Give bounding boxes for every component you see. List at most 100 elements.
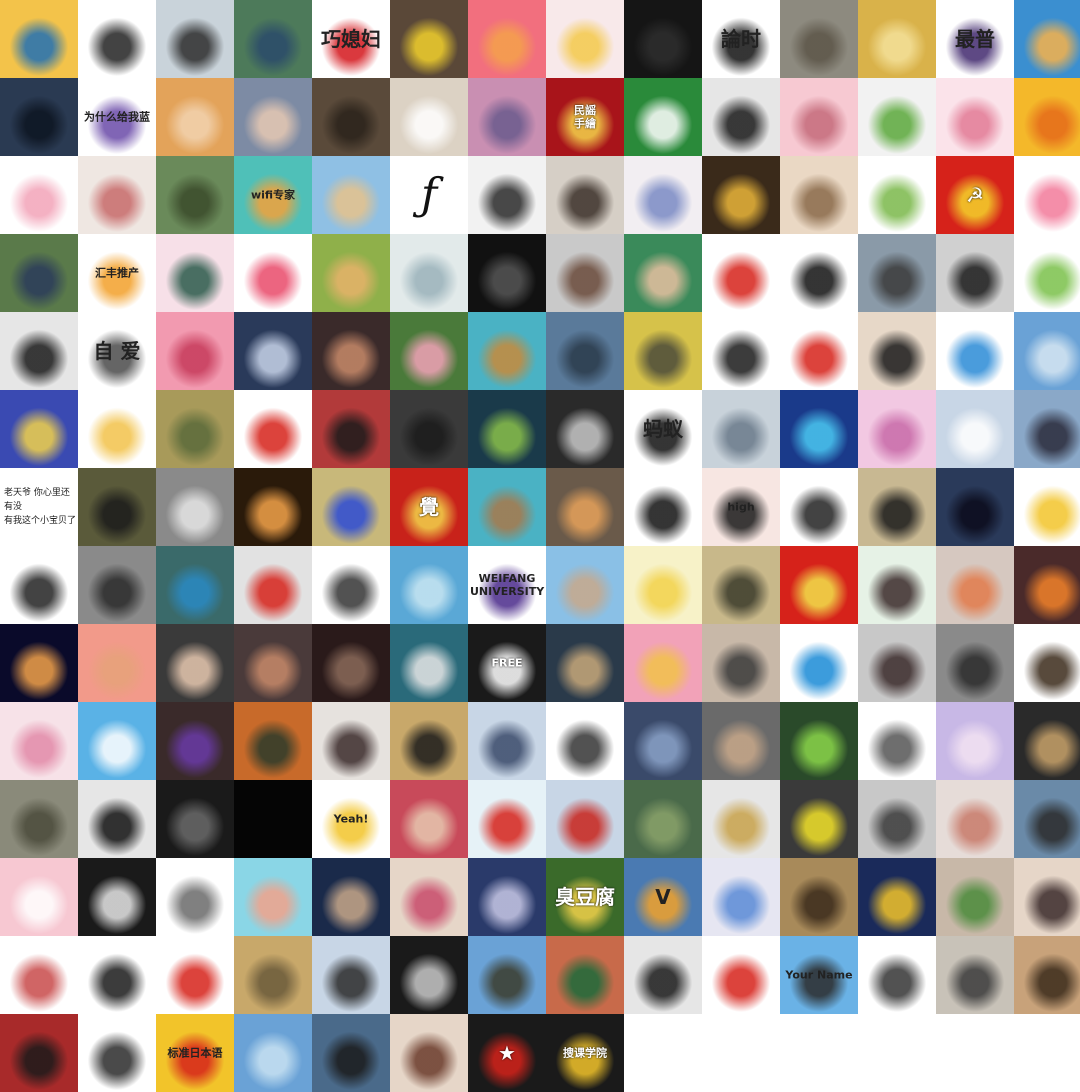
avatar-man-glasses-sketch[interactable] xyxy=(78,936,156,1014)
avatar-anime-purple-hair[interactable]: 为什么给我蓝 xyxy=(78,78,156,156)
avatar-anime-boy-scarf[interactable] xyxy=(468,702,546,780)
avatar-bare-back-bw[interactable] xyxy=(858,780,936,858)
avatar-default-profile[interactable] xyxy=(78,702,156,780)
avatar-moomin-sketch[interactable] xyxy=(390,78,468,156)
avatar-pink-anime-girl[interactable] xyxy=(858,390,936,468)
avatar-scottish-fold-cat[interactable] xyxy=(156,78,234,156)
avatar-pink-pig-cartoon[interactable] xyxy=(0,156,78,234)
avatar-qiaomama-logo[interactable]: 巧媳妇 xyxy=(312,0,390,78)
avatar-faded-drawing[interactable] xyxy=(390,234,468,312)
avatar-girl-glasses-drawing[interactable] xyxy=(624,156,702,234)
avatar-japanese-book[interactable]: 标准日本语 xyxy=(156,1014,234,1092)
avatar-aang-glow[interactable] xyxy=(780,390,858,468)
avatar-harbor-woman[interactable] xyxy=(156,0,234,78)
avatar-crayon-shin-chan[interactable] xyxy=(468,780,546,858)
avatar-baby-green[interactable] xyxy=(936,858,1014,936)
avatar-cliff-landscape[interactable] xyxy=(234,0,312,78)
avatar-graduation[interactable] xyxy=(78,468,156,546)
avatar-smiley-face[interactable] xyxy=(1014,468,1080,546)
avatar-green-umbrella[interactable] xyxy=(624,234,702,312)
avatar-minion-toy[interactable] xyxy=(390,0,468,78)
avatar-bath-cartoon[interactable] xyxy=(234,858,312,936)
avatar-man-suit[interactable] xyxy=(624,0,702,78)
avatar-woman-blur[interactable] xyxy=(234,624,312,702)
avatar-anime-girl-cap[interactable] xyxy=(624,624,702,702)
avatar-girls-high[interactable]: high xyxy=(702,468,780,546)
avatar-superman-drawing[interactable] xyxy=(702,936,780,1014)
avatar-man-pattern-shirt[interactable] xyxy=(78,858,156,936)
avatar-woman-curly[interactable] xyxy=(390,1014,468,1092)
avatar-self-love-drawing[interactable]: 自 爱 xyxy=(78,312,156,390)
avatar-couple-field[interactable] xyxy=(624,312,702,390)
avatar-chibi-bun-girl[interactable] xyxy=(858,156,936,234)
avatar-pink-girl-drawing[interactable] xyxy=(780,78,858,156)
avatar-anime-boy-blue[interactable] xyxy=(702,858,780,936)
avatar-space-planets[interactable] xyxy=(0,624,78,702)
avatar-girl-line-drawing[interactable] xyxy=(0,546,78,624)
avatar-young-man-dark[interactable] xyxy=(936,234,1014,312)
avatar-tomato-herbs[interactable] xyxy=(156,936,234,1014)
avatar-girl-birds[interactable] xyxy=(312,936,390,1014)
avatar-cyclist-sunlight[interactable] xyxy=(702,546,780,624)
avatar-child-profile[interactable] xyxy=(546,234,624,312)
avatar-red-lantern-sign[interactable]: 覺 xyxy=(390,468,468,546)
avatar-pine-branch[interactable] xyxy=(624,780,702,858)
avatar-night-street[interactable] xyxy=(234,468,312,546)
avatar-salad-bowl[interactable] xyxy=(858,78,936,156)
avatar-line-doodle[interactable] xyxy=(858,936,936,1014)
avatar-man-car-dark[interactable] xyxy=(390,390,468,468)
avatar-iceberg-cone[interactable] xyxy=(312,156,390,234)
avatar-girl-bangs[interactable] xyxy=(702,78,780,156)
avatar-pug-face[interactable] xyxy=(1014,624,1080,702)
avatar-blue-chibi-girl[interactable] xyxy=(0,390,78,468)
avatar-cat-grass[interactable] xyxy=(780,0,858,78)
avatar-snooker-table[interactable] xyxy=(624,78,702,156)
avatar-comic-blonde[interactable] xyxy=(1014,78,1080,156)
avatar-girl-sea-side[interactable] xyxy=(1014,780,1080,858)
avatar-willow-tree[interactable] xyxy=(156,390,234,468)
avatar-kid-circle-frame[interactable] xyxy=(0,936,78,1014)
avatar-golden-puppy[interactable] xyxy=(312,234,390,312)
avatar-owl-fluffy[interactable] xyxy=(234,936,312,1014)
avatar-mother-child-bw[interactable] xyxy=(156,468,234,546)
avatar-corgi-cartoon[interactable] xyxy=(468,0,546,78)
avatar-chinese-text[interactable]: 老天爷 你心里还有没 有我这个小宝贝了 xyxy=(0,468,78,546)
avatar-toddler-pigtails[interactable] xyxy=(936,780,1014,858)
avatar-white-bunny-sketch[interactable] xyxy=(546,702,624,780)
avatar-lollipops[interactable] xyxy=(234,234,312,312)
avatar-young-man-badge[interactable]: 汇丰推产 xyxy=(78,234,156,312)
avatar-hand-bottle[interactable] xyxy=(390,546,468,624)
avatar-tofu-jar[interactable]: 臭豆腐 xyxy=(546,858,624,936)
avatar-reflection-circle[interactable]: V xyxy=(624,858,702,936)
avatar-girl-hair-dark[interactable] xyxy=(936,624,1014,702)
avatar-girl-collage[interactable] xyxy=(156,624,234,702)
avatar-anime-man-glasses[interactable] xyxy=(858,312,936,390)
avatar-guitarist-dark[interactable] xyxy=(1014,702,1080,780)
avatar-weifang-university[interactable]: WEIFANG UNIVERSITY xyxy=(468,546,546,624)
avatar-guy-outdoor[interactable] xyxy=(468,936,546,1014)
avatar-black-cat-sketch[interactable] xyxy=(624,468,702,546)
avatar-chibi-maruko[interactable] xyxy=(1014,0,1080,78)
avatar-avocado-bowl[interactable] xyxy=(468,390,546,468)
avatar-anime-green-hair[interactable] xyxy=(156,234,234,312)
avatar-woman-short-hair[interactable] xyxy=(858,546,936,624)
avatar-pink-blossom[interactable] xyxy=(0,702,78,780)
avatar-bunny-pink[interactable] xyxy=(78,624,156,702)
avatar-man-studio[interactable] xyxy=(702,702,780,780)
avatar-green-tree[interactable] xyxy=(1014,234,1080,312)
avatar-girl-long-hair[interactable] xyxy=(312,624,390,702)
avatar-snow-trees[interactable] xyxy=(936,390,1014,468)
avatar-sunset-field[interactable] xyxy=(858,0,936,78)
avatar-red-brick-wall[interactable] xyxy=(312,390,390,468)
avatar-reading-blue[interactable] xyxy=(468,858,546,936)
avatar-blue-gourd[interactable] xyxy=(312,468,390,546)
avatar-hikers-mountain[interactable] xyxy=(156,546,234,624)
avatar-silhouette-window[interactable] xyxy=(936,468,1014,546)
avatar-sea-sunset[interactable] xyxy=(1014,546,1080,624)
avatar-pikachu-plush[interactable] xyxy=(780,780,858,858)
avatar-man-window-bw[interactable] xyxy=(468,156,546,234)
avatar-peach-stone[interactable] xyxy=(78,156,156,234)
avatar-woman-yellow[interactable] xyxy=(702,156,780,234)
avatar-girl-sketch-hoodie[interactable] xyxy=(702,312,780,390)
avatar-church-tower[interactable] xyxy=(546,546,624,624)
